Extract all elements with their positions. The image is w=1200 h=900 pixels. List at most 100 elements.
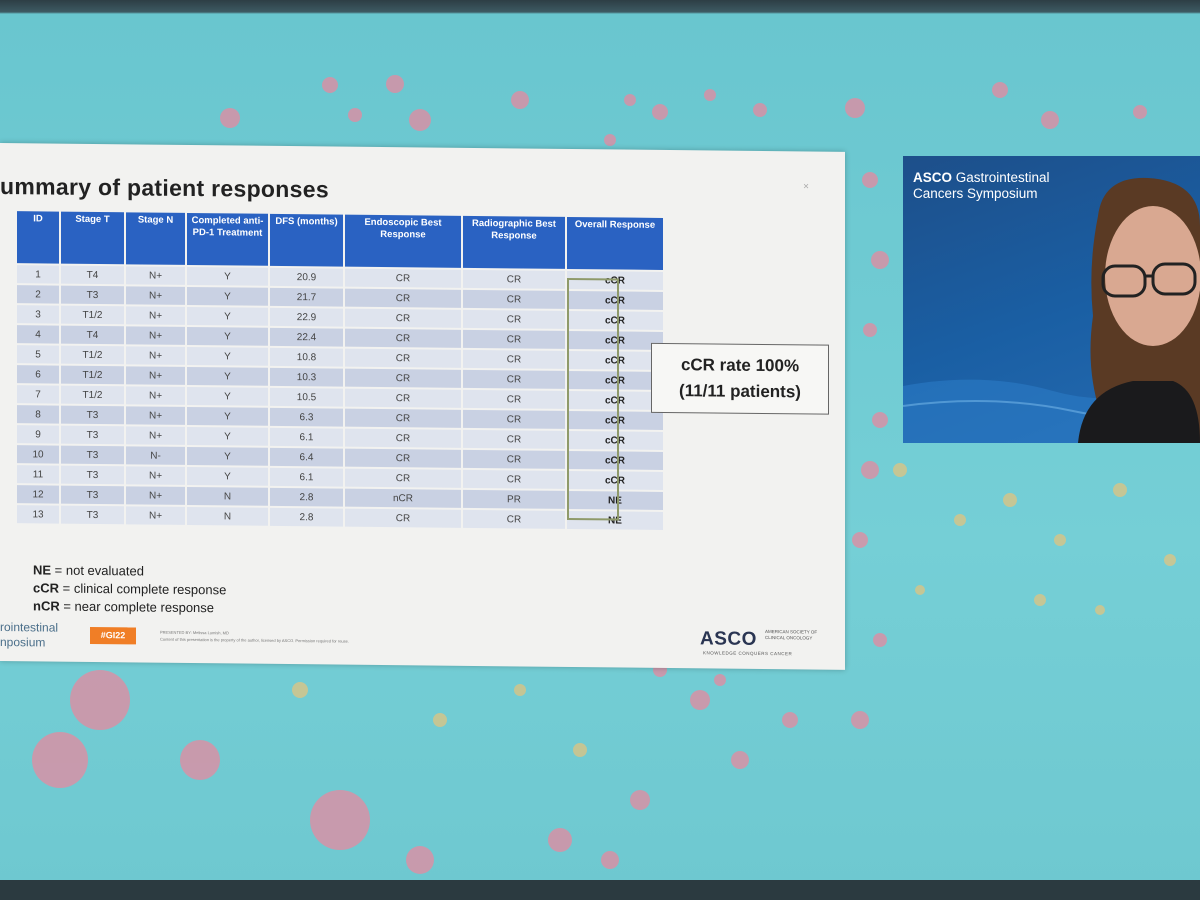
cell-stage-t: T3 xyxy=(61,465,124,485)
cell-stage-n: N+ xyxy=(126,426,185,445)
cell-endoscopic: CR xyxy=(345,348,461,368)
cell-endoscopic: nCR xyxy=(345,488,461,508)
cell-stage-n: N+ xyxy=(126,286,185,305)
presentation-slide: ummary of patient responses × ID Stage T… xyxy=(0,143,845,670)
cell-radiographic: CR xyxy=(463,449,565,469)
cell-dfs: 10.8 xyxy=(270,347,343,367)
screen-bottom-edge xyxy=(0,880,1200,900)
header-endoscopic-response: Endoscopic Best Response xyxy=(345,214,461,268)
cell-endoscopic: CR xyxy=(345,308,461,328)
cell-stage-t: T1/2 xyxy=(61,345,124,365)
cell-completed: Y xyxy=(187,346,268,366)
cell-completed: Y xyxy=(187,306,268,326)
cell-completed: Y xyxy=(187,406,268,426)
cell-id: 8 xyxy=(17,405,59,424)
cell-id: 10 xyxy=(17,445,59,464)
cell-stage-n: N+ xyxy=(126,406,185,425)
cell-endoscopic: CR xyxy=(345,468,461,488)
slide-title: ummary of patient responses xyxy=(0,173,329,203)
cell-stage-t: T3 xyxy=(61,485,124,505)
cell-radiographic: PR xyxy=(463,489,565,509)
cell-stage-n: N+ xyxy=(126,506,185,525)
cell-id: 13 xyxy=(17,505,59,524)
cell-id: 5 xyxy=(17,345,59,364)
cell-radiographic: CR xyxy=(463,369,565,389)
cell-stage-t: T1/2 xyxy=(61,385,124,405)
header-dfs: DFS (months) xyxy=(270,213,343,267)
speaker-video-image xyxy=(903,177,1200,443)
cell-radiographic: CR xyxy=(463,309,565,329)
cell-stage-t: T3 xyxy=(61,445,124,465)
cell-id: 7 xyxy=(17,385,59,404)
cell-stage-t: T3 xyxy=(61,285,124,305)
cell-radiographic: CR xyxy=(463,289,565,309)
hashtag-badge: #GI22 xyxy=(90,626,136,645)
cell-dfs: 20.9 xyxy=(270,267,343,287)
cell-completed: Y xyxy=(187,466,268,486)
cell-stage-t: T1/2 xyxy=(61,305,124,325)
cell-dfs: 10.5 xyxy=(270,387,343,407)
cell-stage-n: N+ xyxy=(126,386,185,405)
cell-id: 4 xyxy=(17,325,59,344)
legend-item: NE = not evaluated xyxy=(33,562,144,579)
slide-corner-mark: × xyxy=(803,181,809,193)
table-header-row: ID Stage T Stage N Completed anti-PD-1 T… xyxy=(17,211,663,270)
symposium-title: ASCO Gastrointestinal Cancers Symposium xyxy=(913,170,1050,201)
cell-dfs: 2.8 xyxy=(270,487,343,507)
cell-radiographic: CR xyxy=(463,389,565,409)
header-stage-t: Stage T xyxy=(61,211,124,265)
cell-endoscopic: CR xyxy=(345,388,461,408)
cell-radiographic: CR xyxy=(463,349,565,369)
cell-stage-t: T4 xyxy=(61,325,124,345)
cell-endoscopic: CR xyxy=(345,428,461,448)
cell-stage-t: T3 xyxy=(61,505,124,525)
cell-dfs: 10.3 xyxy=(270,367,343,387)
cell-endoscopic: CR xyxy=(345,368,461,388)
speaker-video-panel: ASCO Gastrointestinal Cancers Symposium xyxy=(903,156,1200,443)
symposium-footer-text: rointestinal nposium xyxy=(0,620,59,650)
cell-radiographic: CR xyxy=(463,329,565,349)
cell-completed: Y xyxy=(187,326,268,346)
header-overall-response: Overall Response xyxy=(567,216,663,270)
cell-id: 12 xyxy=(17,485,59,504)
footer-fine-print: PRESENTED BY: Melissa Lumish, MD Content… xyxy=(160,629,349,644)
cell-endoscopic: CR xyxy=(345,288,461,308)
cell-completed: N xyxy=(187,486,268,506)
cell-id: 11 xyxy=(17,465,59,484)
cell-id: 1 xyxy=(17,265,59,284)
header-id: ID xyxy=(17,211,59,264)
cell-radiographic: CR xyxy=(463,509,565,529)
ccr-rate-line: cCR rate 100% xyxy=(680,355,800,376)
cell-radiographic: CR xyxy=(463,469,565,489)
cell-completed: Y xyxy=(187,386,268,406)
cell-completed: N xyxy=(187,506,268,526)
cell-id: 3 xyxy=(17,305,59,324)
asco-logo-subtext: AMERICAN SOCIETY OF CLINICAL ONCOLOGY xyxy=(765,629,818,641)
header-stage-n: Stage N xyxy=(126,212,185,265)
cell-stage-n: N+ xyxy=(126,326,185,345)
cell-completed: Y xyxy=(187,286,268,306)
cell-stage-n: N+ xyxy=(126,366,185,385)
cell-dfs: 6.1 xyxy=(270,467,343,487)
cell-stage-n: N+ xyxy=(126,346,185,365)
cell-completed: Y xyxy=(187,266,268,286)
cell-radiographic: CR xyxy=(463,409,565,429)
cell-id: 2 xyxy=(17,285,59,304)
cell-endoscopic: CR xyxy=(345,328,461,348)
asco-tagline: KNOWLEDGE CONQUERS CANCER xyxy=(703,650,793,657)
cell-dfs: 2.8 xyxy=(270,507,343,527)
cell-completed: Y xyxy=(187,366,268,386)
cell-completed: Y xyxy=(187,446,268,466)
cell-stage-t: T4 xyxy=(61,265,124,285)
cell-dfs: 22.4 xyxy=(270,327,343,347)
cell-endoscopic: CR xyxy=(345,408,461,428)
cell-stage-n: N+ xyxy=(126,306,185,325)
cell-stage-n: N- xyxy=(126,446,185,465)
cell-dfs: 6.4 xyxy=(270,447,343,467)
cell-stage-t: T3 xyxy=(61,405,124,425)
ccr-highlight-box xyxy=(567,277,619,521)
cell-endoscopic: CR xyxy=(345,268,461,288)
cell-id: 6 xyxy=(17,365,59,384)
cell-stage-t: T1/2 xyxy=(61,365,124,385)
cell-dfs: 6.1 xyxy=(270,427,343,447)
